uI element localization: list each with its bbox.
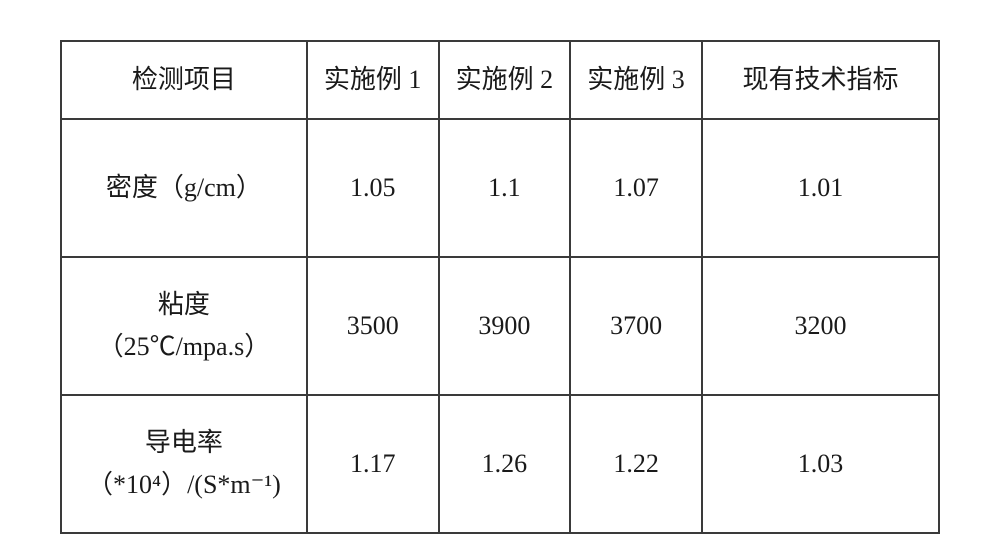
row-2-label-line2: （*10⁴）/(S*m⁻¹) <box>66 464 302 506</box>
col-header-2: 实施例 2 <box>439 41 571 119</box>
row-0-label-line1: 密度（g/cm） <box>106 173 262 202</box>
properties-table: 检测项目 实施例 1 实施例 2 实施例 3 现有技术指标 密度（g/cm） 1… <box>60 40 940 534</box>
row-0-val-0: 1.05 <box>307 119 439 257</box>
col-header-4: 现有技术指标 <box>702 41 939 119</box>
row-2-label: 导电率 （*10⁴）/(S*m⁻¹) <box>61 395 307 533</box>
row-0-label: 密度（g/cm） <box>61 119 307 257</box>
row-2-val-0: 1.17 <box>307 395 439 533</box>
col-header-3: 实施例 3 <box>570 41 702 119</box>
row-1-label-line2: （25℃/mpa.s） <box>66 326 302 368</box>
row-1-val-1: 3900 <box>439 257 571 395</box>
row-0-val-3: 1.01 <box>702 119 939 257</box>
row-2-val-2: 1.22 <box>570 395 702 533</box>
row-1-label-line1: 粘度 <box>66 284 302 326</box>
table-header-row: 检测项目 实施例 1 实施例 2 实施例 3 现有技术指标 <box>61 41 939 119</box>
row-2-val-3: 1.03 <box>702 395 939 533</box>
row-0-val-1: 1.1 <box>439 119 571 257</box>
table-row: 密度（g/cm） 1.05 1.1 1.07 1.01 <box>61 119 939 257</box>
row-0-val-2: 1.07 <box>570 119 702 257</box>
table-container: 检测项目 实施例 1 实施例 2 实施例 3 现有技术指标 密度（g/cm） 1… <box>0 0 1000 512</box>
col-header-0: 检测项目 <box>61 41 307 119</box>
col-header-1: 实施例 1 <box>307 41 439 119</box>
row-2-val-1: 1.26 <box>439 395 571 533</box>
row-1-val-0: 3500 <box>307 257 439 395</box>
row-1-val-3: 3200 <box>702 257 939 395</box>
table-row: 导电率 （*10⁴）/(S*m⁻¹) 1.17 1.26 1.22 1.03 <box>61 395 939 533</box>
row-2-label-line1: 导电率 <box>66 422 302 464</box>
row-1-label: 粘度 （25℃/mpa.s） <box>61 257 307 395</box>
row-1-val-2: 3700 <box>570 257 702 395</box>
table-row: 粘度 （25℃/mpa.s） 3500 3900 3700 3200 <box>61 257 939 395</box>
